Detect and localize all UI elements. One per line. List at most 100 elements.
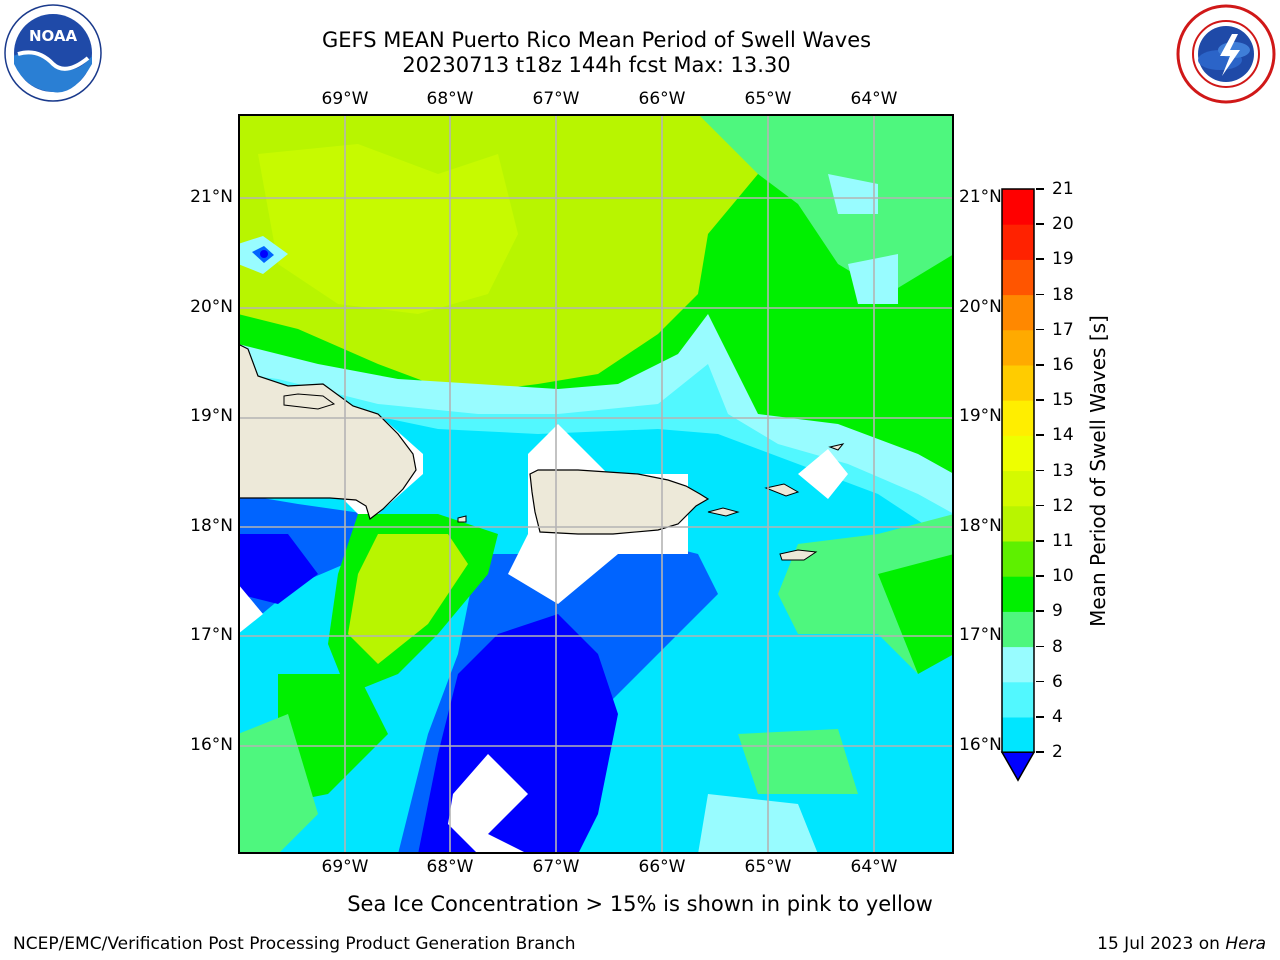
colorbar-tick-label: 14 <box>1052 425 1074 446</box>
colorbar-tick-mark <box>1036 540 1044 542</box>
map-plot <box>237 114 954 854</box>
colorbar-bin <box>1002 365 1034 401</box>
colorbar-tick-label: 9 <box>1052 601 1063 622</box>
colorbar-tick-mark <box>1036 364 1044 366</box>
colorbar-tick-mark <box>1036 504 1044 507</box>
colorbar-tick-label: 16 <box>1052 355 1074 375</box>
sea-ice-caption: Sea Ice Concentration > 15% is shown in … <box>347 892 933 916</box>
land-puerto-rico <box>529 469 710 535</box>
contour-12s-inner <box>258 144 518 314</box>
colorbar-tick-label: 21 <box>1052 179 1074 199</box>
colorbar-tick-label: 13 <box>1052 460 1074 481</box>
lat-label-right-20n: 20°N <box>959 297 1002 317</box>
contour-12s-south <box>348 534 468 664</box>
colorbar-bin <box>1002 435 1034 472</box>
colorbar-tick-mark <box>1036 751 1044 753</box>
noaa-logo-text: NOAA <box>29 27 78 45</box>
footer-date-text: 15 Jul 2023 on <box>1097 934 1226 954</box>
colorbar-frame <box>1001 188 1035 753</box>
lon-label-bottom-67w: 67°W <box>532 857 580 877</box>
colorbar-tick-mark <box>1036 293 1044 296</box>
colorbar-tick-label: 12 <box>1052 495 1074 516</box>
colorbar-svg <box>1000 188 1036 782</box>
mask-virgin-islands <box>798 449 848 499</box>
colorbar-bin <box>1002 259 1034 296</box>
lat-label-right-18n: 18°N <box>959 516 1002 536</box>
lat-label-left-20n: 20°N <box>190 297 233 317</box>
colorbar-tick-label: 15 <box>1052 390 1074 411</box>
lon-label-top-67w: 67°W <box>532 89 580 109</box>
map-frame <box>238 114 954 854</box>
footer-branch: NCEP/EMC/Verification Post Processing Pr… <box>13 934 576 954</box>
colorbar-tick-label: 6 <box>1052 671 1063 692</box>
colorbar-tick-label: 20 <box>1052 214 1074 235</box>
lon-label-bottom-64w: 64°W <box>850 857 898 877</box>
colorbar-tick-label: 19 <box>1052 249 1074 270</box>
lon-label-top-64w: 64°W <box>850 89 898 109</box>
colorbar-bin <box>1002 576 1034 612</box>
colorbar-tick-mark <box>1036 610 1044 612</box>
colorbar-bin <box>1002 541 1034 577</box>
colorbar-bin <box>1002 681 1034 718</box>
lon-label-bottom-65w: 65°W <box>744 857 792 877</box>
contour-10s-east <box>878 554 954 674</box>
mask-south <box>448 754 528 854</box>
footer-host: Hera <box>1225 934 1266 954</box>
colorbar-tick-mark <box>1036 188 1044 190</box>
lat-label-left-19n: 19°N <box>190 406 233 426</box>
colorbar-tick-label: 18 <box>1052 284 1074 305</box>
lat-label-right-21n: 21°N <box>959 187 1002 207</box>
colorbar-tick-label: 4 <box>1052 707 1063 727</box>
lon-label-top-66w: 66°W <box>638 89 686 109</box>
lon-label-top-65w: 65°W <box>744 89 792 109</box>
contour-8s-east-patch <box>828 174 878 214</box>
colorbar-bin <box>1002 329 1034 366</box>
colorbar-tick-mark <box>1036 328 1044 331</box>
lat-label-left-16n: 16°N <box>190 735 233 755</box>
graticule <box>238 114 954 854</box>
lon-label-bottom-69w: 69°W <box>321 857 369 877</box>
lon-label-top-68w: 68°W <box>426 89 474 109</box>
colorbar-tick-label: 2 <box>1052 742 1063 763</box>
colorbar-bin <box>1002 224 1034 260</box>
colorbar-tick-mark <box>1036 399 1044 401</box>
lat-label-left-21n: 21°N <box>190 187 233 207</box>
colorbar-tick-mark <box>1036 645 1044 648</box>
colorbar-bin <box>1002 646 1034 683</box>
colorbar-bin <box>1002 189 1034 225</box>
noaa-logo: NOAA <box>4 4 102 102</box>
footer-date: 15 Jul 2023 on Hera <box>1097 934 1266 954</box>
lat-label-right-19n: 19°N <box>959 406 1002 426</box>
colorbar-bin <box>1002 400 1034 436</box>
lon-label-top-69w: 69°W <box>321 89 369 109</box>
lon-label-bottom-68w: 68°W <box>426 857 474 877</box>
colorbar-bin <box>1002 470 1034 507</box>
lon-label-bottom-66w: 66°W <box>638 857 686 877</box>
colorbar-bin <box>1002 717 1034 753</box>
colorbar-tick-label: 10 <box>1052 566 1074 587</box>
colorbar-bin <box>1002 505 1034 542</box>
colorbar-tick-mark <box>1036 258 1044 260</box>
colorbar-under-triangle <box>1000 751 1036 782</box>
lat-label-right-17n: 17°N <box>959 625 1002 645</box>
colorbar-tick-mark <box>1036 575 1044 577</box>
title-line-2: 20230713 t18z 144h fcst Max: 13.30 <box>402 53 791 77</box>
colorbar-tick-label: 17 <box>1052 319 1074 340</box>
lat-label-right-16n: 16°N <box>959 735 1002 755</box>
colorbar <box>1000 186 1036 786</box>
lat-label-left-17n: 17°N <box>190 625 233 645</box>
colorbar-tick-label: 11 <box>1052 531 1074 551</box>
contour-under-west <box>238 534 318 604</box>
colorbar-tick-mark <box>1036 223 1044 225</box>
colorbar-tick-label: 8 <box>1052 636 1063 657</box>
colorbar-bin <box>1002 611 1034 648</box>
colorbar-label: Mean Period of Swell Waves [s] <box>1086 315 1110 627</box>
land-hispaniola <box>237 343 417 521</box>
nws-logo <box>1176 4 1276 104</box>
colorbar-tick-mark <box>1036 716 1044 718</box>
contour-9s-east <box>698 114 954 294</box>
colorbar-bin <box>1002 294 1034 331</box>
colorbar-tick-mark <box>1036 434 1044 436</box>
lat-label-left-18n: 18°N <box>190 516 233 536</box>
map-title: GEFS MEAN Puerto Rico Mean Period of Swe… <box>0 28 1193 78</box>
